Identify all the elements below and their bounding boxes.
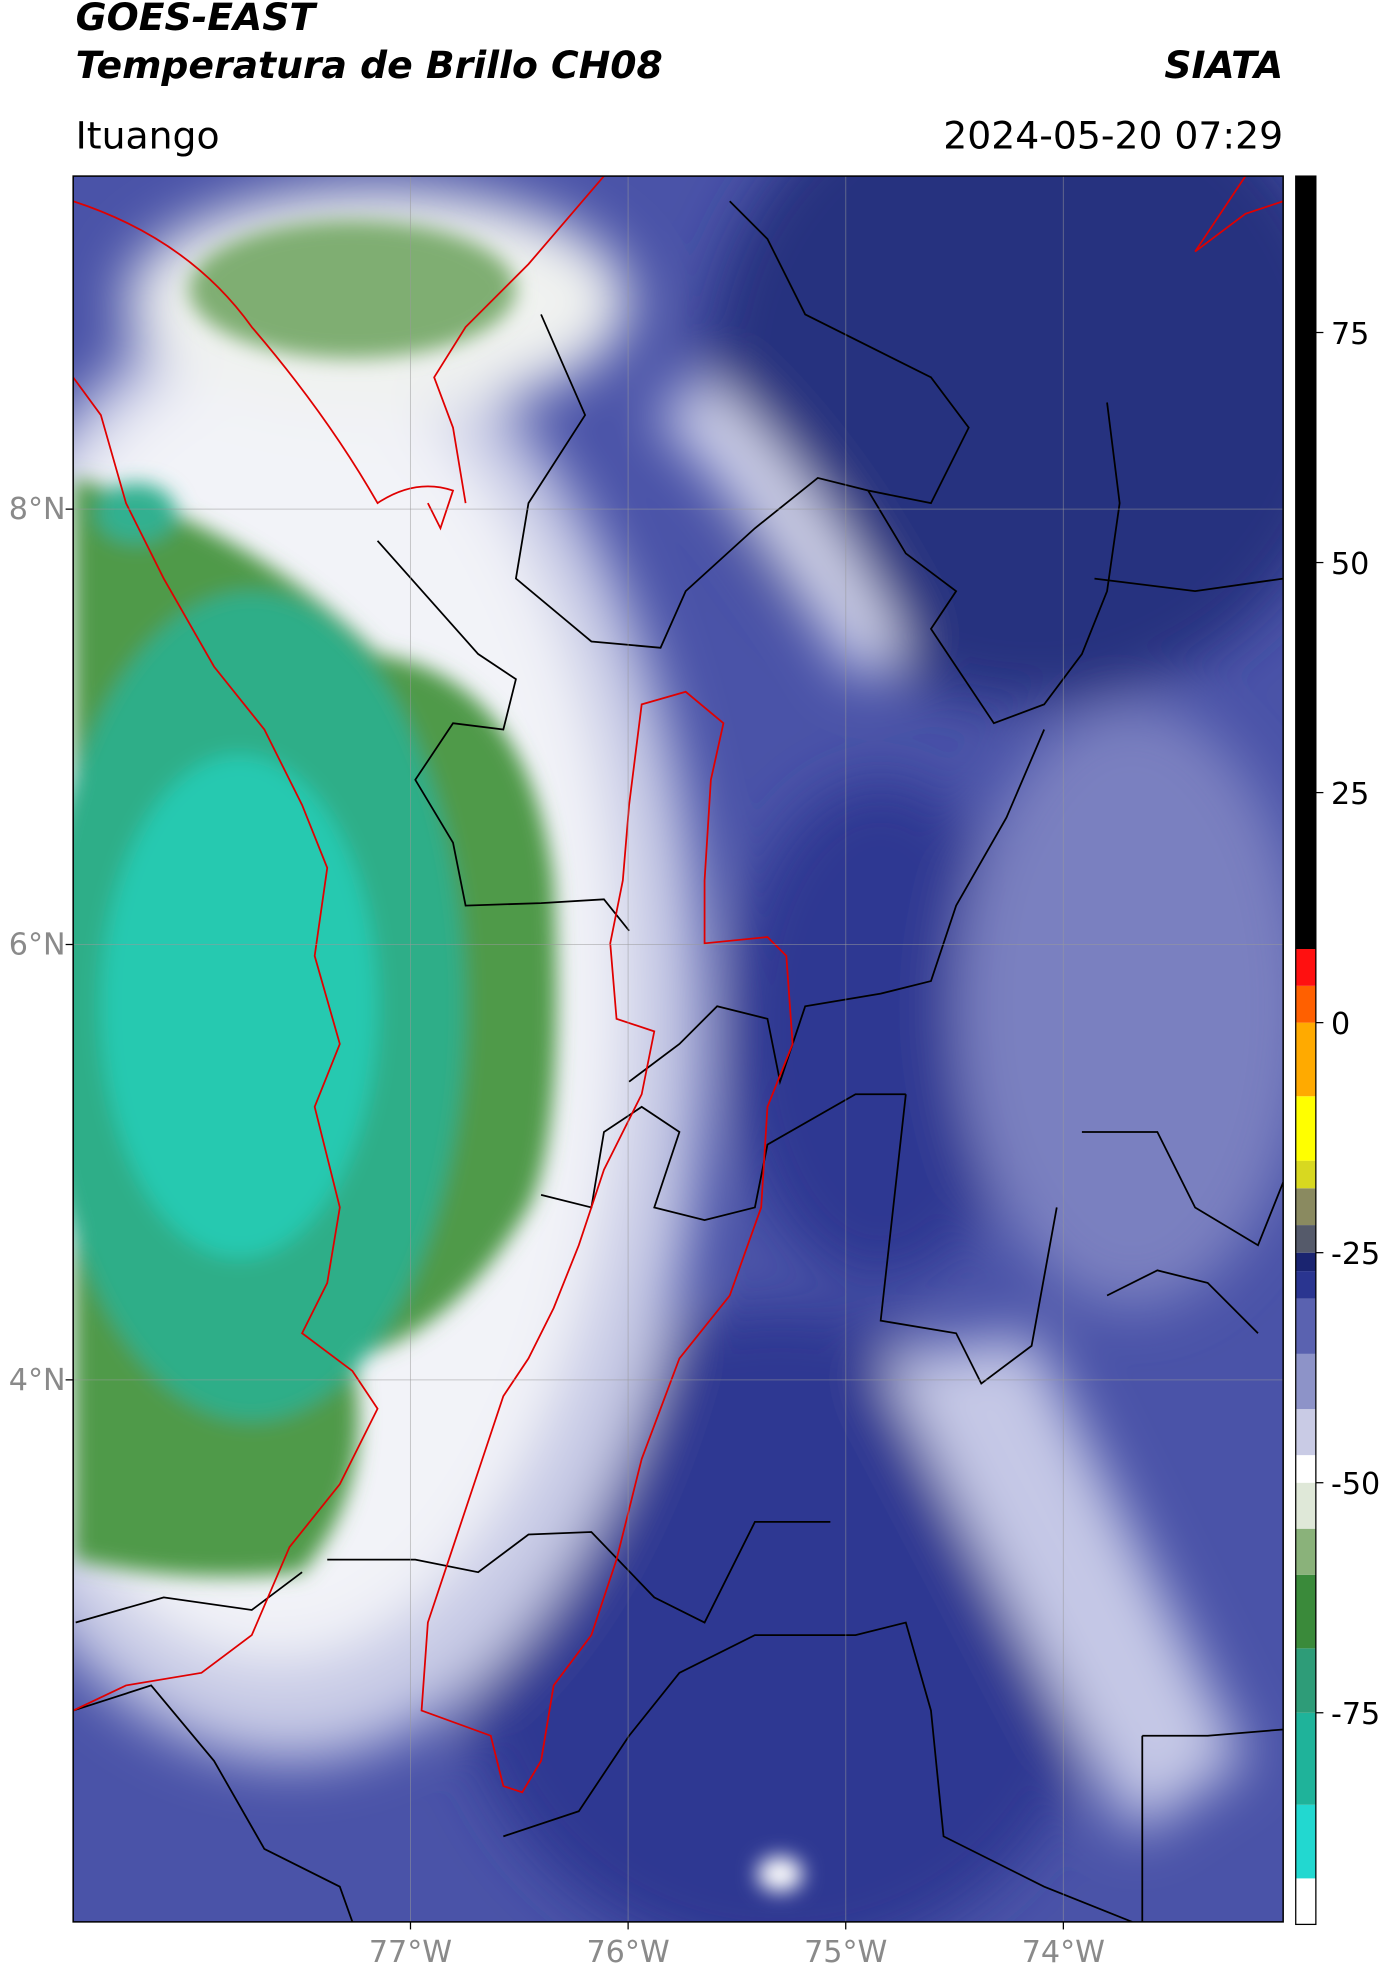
colorbar-segment: [1295, 1271, 1316, 1299]
colorbar-segment: [1295, 1878, 1316, 1925]
x-tick-label: 74°W: [1022, 1935, 1105, 1970]
x-tick-label: 77°W: [369, 1935, 452, 1970]
colorbar-tick-label: -50: [1331, 1467, 1380, 1502]
colorbar-tick-label: 0: [1331, 1007, 1350, 1042]
colorbar-segment: [1295, 985, 1316, 1023]
title: GOES-EAST: [76, 0, 319, 39]
colorbar-tick-label: 50: [1331, 547, 1369, 582]
colorbar-frame: [1295, 175, 1317, 1926]
colorbar-tick-label: 25: [1331, 777, 1369, 812]
colorbar-segment: [1295, 1648, 1316, 1713]
y-tick-label: 6°N: [9, 928, 66, 963]
colorbar-segment: [1295, 1409, 1316, 1456]
subtitle: Temperatura de Brillo CH08: [76, 43, 663, 87]
timestamp: 2024-05-20 07:29: [943, 113, 1283, 157]
satellite-image: [73, 176, 1284, 1922]
colorbar-segment: [1295, 1455, 1316, 1483]
colorbar-tick-label: 75: [1331, 317, 1369, 352]
x-tick-label: 76°W: [586, 1935, 669, 1970]
colorbar-tick-label: -25: [1331, 1237, 1380, 1272]
region: Ituango: [76, 113, 220, 157]
colorbar-segment: [1295, 1188, 1316, 1226]
axis-labels: 77°W 76°W 75°W 74°W 8°N 6°N 4°N: [9, 492, 1105, 1970]
colorbar-segment: [1295, 1022, 1316, 1097]
y-tick-label: 8°N: [9, 492, 66, 527]
colorbar-segment: [1295, 1712, 1316, 1805]
colorbar-segment: [1295, 176, 1316, 950]
colorbar-segment: [1295, 1528, 1316, 1575]
colorbar-segment: [1295, 949, 1316, 986]
grid: [73, 176, 1284, 1922]
map-frame: [72, 175, 1284, 1923]
colorbar-segment: [1295, 1096, 1316, 1161]
colorbar-segment: [1295, 1225, 1316, 1253]
colorbar-segment: [1295, 1298, 1316, 1354]
colorbar-segment: [1295, 1160, 1316, 1189]
colorbar-segment: [1295, 1482, 1316, 1529]
colorbar: 75 50 25 0 -25 -50 -75: [1295, 176, 1380, 1925]
brand: SIATA: [1164, 43, 1283, 87]
colorbar-segment: [1295, 1804, 1316, 1879]
colorbar-segment: [1295, 1353, 1316, 1410]
colorbar-segment: [1295, 1574, 1316, 1649]
colorbar-segment: [1295, 1252, 1316, 1272]
y-tick-label: 4°N: [9, 1363, 66, 1398]
colorbar-tick-label: -75: [1331, 1697, 1380, 1732]
x-tick-label: 75°W: [804, 1935, 887, 1970]
